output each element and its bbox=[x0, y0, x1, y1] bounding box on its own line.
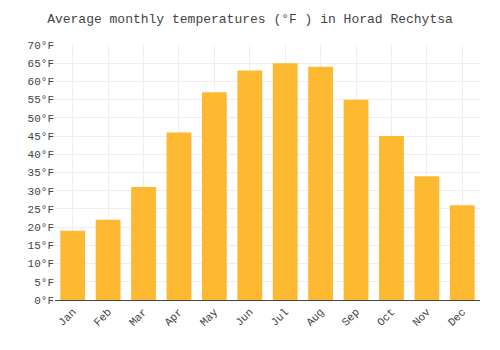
svg-text:60°F: 60°F bbox=[28, 76, 54, 88]
svg-text:Aug: Aug bbox=[304, 306, 326, 328]
svg-text:Nov: Nov bbox=[410, 306, 433, 329]
svg-text:Mar: Mar bbox=[127, 306, 149, 328]
svg-text:Jun: Jun bbox=[233, 306, 255, 328]
svg-text:50°F: 50°F bbox=[28, 113, 54, 125]
svg-text:45°F: 45°F bbox=[28, 131, 54, 143]
svg-text:10°F: 10°F bbox=[28, 258, 54, 270]
svg-text:Jan: Jan bbox=[56, 306, 78, 328]
svg-text:Oct: Oct bbox=[375, 306, 397, 328]
svg-text:Dec: Dec bbox=[446, 306, 468, 328]
svg-text:20°F: 20°F bbox=[28, 222, 54, 234]
svg-text:70°F: 70°F bbox=[28, 40, 54, 52]
svg-text:Apr: Apr bbox=[162, 306, 184, 328]
svg-text:Sep: Sep bbox=[340, 306, 362, 328]
svg-text:25°F: 25°F bbox=[28, 204, 54, 216]
svg-text:35°F: 35°F bbox=[28, 167, 54, 179]
svg-text:May: May bbox=[198, 306, 221, 329]
svg-text:0°F: 0°F bbox=[34, 295, 54, 307]
svg-text:30°F: 30°F bbox=[28, 186, 54, 198]
svg-text:65°F: 65°F bbox=[28, 58, 54, 70]
svg-text:40°F: 40°F bbox=[28, 149, 54, 161]
svg-text:55°F: 55°F bbox=[28, 94, 54, 106]
svg-text:Average monthly temperatures (: Average monthly temperatures (°F ) in Ho… bbox=[47, 12, 453, 27]
svg-text:Feb: Feb bbox=[92, 306, 114, 328]
svg-text:Jul: Jul bbox=[269, 306, 291, 328]
svg-text:5°F: 5°F bbox=[34, 277, 54, 289]
svg-text:15°F: 15°F bbox=[28, 240, 54, 252]
